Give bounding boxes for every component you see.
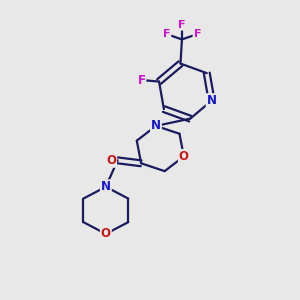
Text: O: O	[101, 227, 111, 240]
Text: F: F	[178, 20, 186, 30]
Text: N: N	[101, 180, 111, 193]
Text: F: F	[163, 29, 170, 39]
Text: O: O	[179, 150, 189, 163]
Text: F: F	[194, 29, 201, 39]
Text: N: N	[151, 119, 161, 132]
Text: O: O	[106, 154, 116, 167]
Text: N: N	[207, 94, 217, 107]
Text: F: F	[137, 74, 146, 87]
